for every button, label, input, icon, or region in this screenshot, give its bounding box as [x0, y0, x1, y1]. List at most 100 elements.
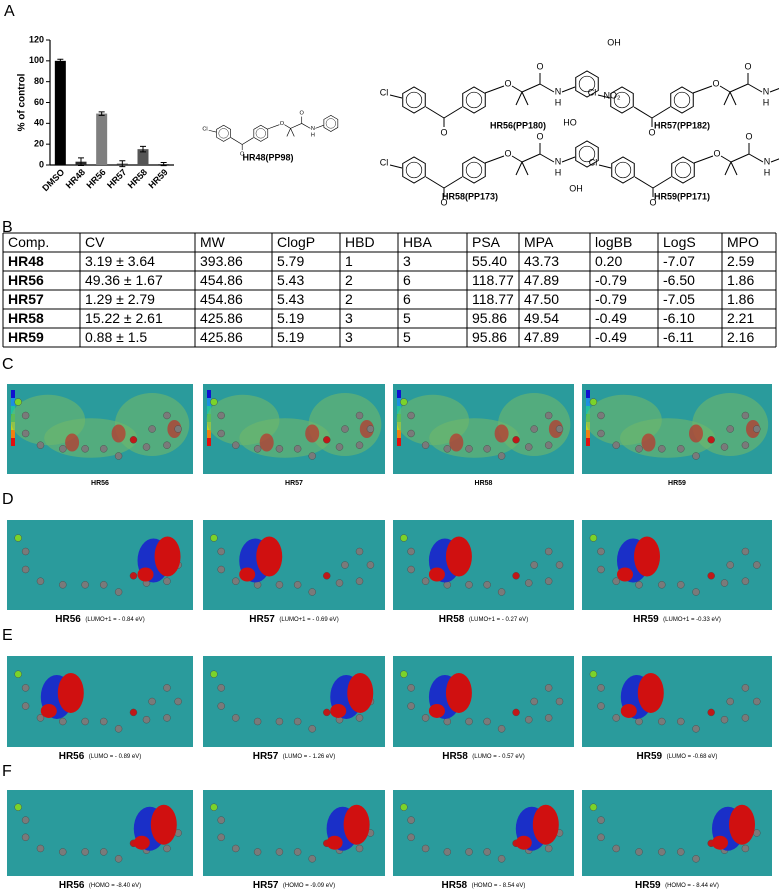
caption: HR58 (LUMO = - 0.57 eV)	[442, 747, 525, 764]
atom	[217, 702, 225, 710]
table-cell: 49.54	[524, 310, 559, 326]
atom	[612, 441, 620, 449]
table-cell: 454.86	[200, 291, 243, 307]
compound-label: HR56(PP180)	[490, 120, 546, 130]
bond	[747, 83, 763, 93]
atom	[443, 445, 451, 453]
atom-label: H	[763, 97, 770, 107]
bond	[521, 83, 541, 93]
bond	[769, 88, 779, 93]
table-cell: -0.79	[595, 291, 627, 307]
esp-negative	[746, 420, 760, 438]
color-scale	[586, 438, 590, 446]
atom-label: O	[744, 61, 751, 71]
bond	[208, 129, 217, 133]
ring	[671, 156, 695, 184]
table-cell: 3	[345, 310, 353, 326]
atom-label: O	[649, 197, 656, 207]
table-cell: -6.50	[663, 272, 695, 288]
atom	[14, 670, 22, 678]
atom	[597, 565, 605, 574]
bond	[561, 86, 576, 93]
atom	[400, 534, 408, 542]
atom	[21, 429, 30, 438]
atom	[163, 684, 171, 692]
atom	[483, 848, 491, 856]
atom-label: N	[763, 86, 770, 96]
atom	[232, 714, 240, 722]
atom	[512, 572, 520, 580]
bond	[539, 153, 555, 163]
color-scale	[207, 430, 211, 438]
caption-name: HR57	[285, 480, 303, 487]
caption-note: (LUMO+1 = - 0.27 eV)	[469, 617, 528, 623]
table-cell: 5.79	[277, 253, 304, 269]
atom	[530, 561, 538, 569]
atom	[59, 848, 67, 856]
bond	[511, 155, 523, 163]
atom	[323, 436, 331, 444]
atom	[677, 848, 685, 856]
atom	[421, 844, 430, 853]
ring-inner	[465, 161, 483, 179]
atom	[129, 436, 138, 444]
atom-label: N	[764, 156, 771, 166]
bond	[443, 106, 463, 119]
atom	[100, 848, 108, 856]
caption: HR59 (LUMO+1 = -0.33 eV)	[633, 610, 721, 627]
atom	[658, 581, 666, 589]
atom	[612, 844, 620, 853]
atom	[407, 547, 415, 556]
atom	[483, 717, 491, 726]
orbital-lobe	[729, 804, 755, 845]
table-header: PSA	[472, 234, 501, 250]
atom-label: Cl	[380, 157, 389, 167]
atom	[726, 425, 734, 433]
atom-label: O	[504, 78, 511, 88]
bond	[719, 85, 731, 93]
caption-name: HR56	[59, 751, 85, 762]
table-cell: 47.50	[524, 291, 559, 307]
bond	[515, 161, 523, 176]
atom	[21, 411, 30, 420]
atom	[741, 441, 750, 449]
color-scale	[397, 398, 401, 406]
color-scale	[397, 406, 401, 414]
atom	[589, 534, 598, 542]
table-cell: 393.86	[200, 253, 243, 269]
table-header: HBD	[345, 234, 375, 250]
ring	[610, 86, 634, 114]
render-frame	[203, 520, 385, 610]
atom	[512, 708, 520, 717]
caption: HR59	[668, 480, 686, 487]
atom	[707, 708, 715, 717]
atom	[400, 670, 408, 678]
orbital-lobe	[617, 567, 633, 582]
atom	[14, 534, 22, 542]
table-cell: 5.19	[277, 329, 304, 345]
orbital-lobe	[347, 672, 374, 713]
table-cell: 5.19	[277, 310, 304, 326]
atom	[21, 547, 30, 556]
bond	[425, 176, 445, 189]
error-bar	[140, 145, 146, 153]
atom-label: H	[555, 97, 562, 107]
atom	[341, 561, 349, 569]
x-tick-label: HR56	[84, 167, 107, 190]
atom	[142, 443, 151, 451]
atom	[555, 561, 564, 569]
atom	[21, 702, 30, 710]
orbital-lobe	[239, 567, 256, 582]
atom	[692, 725, 700, 733]
color-scale	[397, 430, 401, 438]
table-cell: 1.86	[727, 291, 754, 307]
atom	[407, 411, 415, 420]
ring-inner	[218, 128, 229, 139]
table-cell: -0.49	[595, 310, 627, 326]
table-cell: 118.77	[472, 291, 514, 307]
table-cell: 1.86	[727, 272, 754, 288]
atom	[114, 855, 123, 863]
atom	[217, 411, 225, 420]
atom	[114, 725, 123, 733]
bond	[723, 91, 731, 106]
